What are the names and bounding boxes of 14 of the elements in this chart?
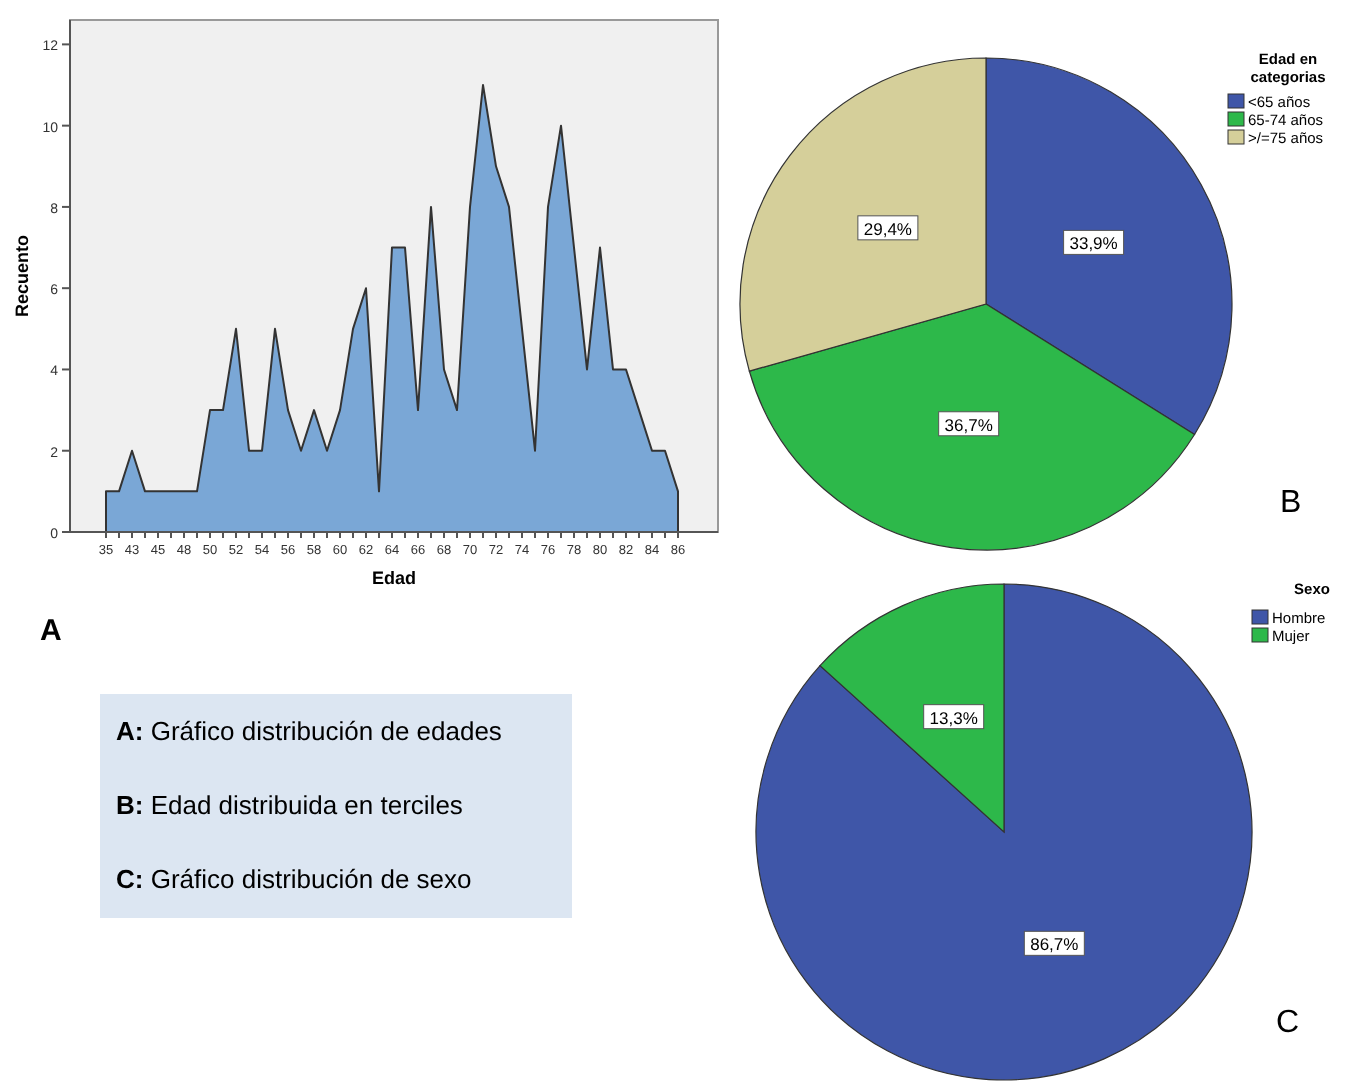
text: A [40, 614, 62, 648]
text: B: Edad distribuida en terciles [116, 790, 464, 820]
data-label: 13,3% [929, 707, 979, 728]
text: B [1280, 486, 1302, 520]
data-label: 86,7% [1030, 934, 1080, 955]
y-axis-title: Recuento [12, 234, 32, 318]
data-label: 36,7% [944, 414, 994, 435]
pie-slice [755, 583, 1253, 1081]
text: C [1276, 1006, 1300, 1040]
data-label: 33,9% [1069, 233, 1119, 254]
data-label: 29,4% [863, 218, 913, 239]
text: C: Gráfico distribución de sexo [116, 864, 472, 894]
text: A: Gráfico distribución de edades [116, 716, 503, 746]
x-axis-title: Edad [371, 568, 417, 588]
